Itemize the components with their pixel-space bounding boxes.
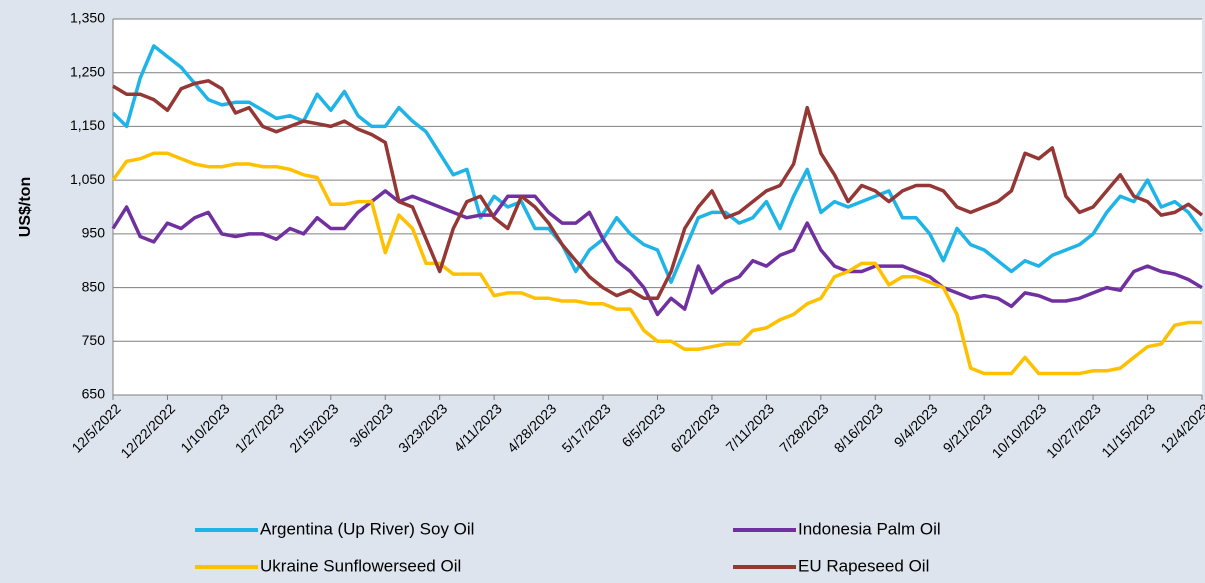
y-tick-label: 950 xyxy=(82,225,106,241)
legend-text: EU Rapeseed Oil xyxy=(798,556,929,575)
series-line xyxy=(111,44,1204,284)
x-tick-label: 9/4/2023 xyxy=(891,400,941,450)
legend-text: Indonesia Palm Oil xyxy=(798,519,941,538)
x-tick-label: 6/5/2023 xyxy=(618,400,668,450)
x-tick-label: 7/28/2023 xyxy=(776,400,832,456)
y-tick-label: 1,350 xyxy=(70,10,105,26)
x-tick-label: 1/10/2023 xyxy=(177,400,233,456)
legend-text: Argentina (Up River) Soy Oil xyxy=(260,519,474,538)
plot-area xyxy=(113,19,1202,395)
y-tick-label: 750 xyxy=(82,332,106,348)
x-tick-label: 2/15/2023 xyxy=(286,400,342,456)
x-tick-label: 10/10/2023 xyxy=(989,400,1050,461)
x-tick-label: 5/17/2023 xyxy=(558,400,614,456)
series-line xyxy=(111,151,1202,376)
x-tick-label: 4/11/2023 xyxy=(450,400,505,455)
y-tick-label: 850 xyxy=(82,278,106,294)
y-tick-label: 1,050 xyxy=(70,171,105,187)
x-tick-label: 9/21/2023 xyxy=(940,400,996,456)
x-tick-label: 7/11/2023 xyxy=(723,400,778,455)
series-line xyxy=(111,189,1203,317)
x-tick-label: 6/22/2023 xyxy=(667,400,723,456)
x-tick-label: 4/28/2023 xyxy=(504,400,560,456)
x-tick-label: 12/5/2022 xyxy=(68,400,124,456)
y-tick-label: 1,150 xyxy=(70,117,105,133)
x-tick-label: 11/15/2023 xyxy=(1098,400,1158,460)
legend-text: Ukraine Sunflowerseed Oil xyxy=(260,556,461,575)
x-tick-label: 3/6/2023 xyxy=(346,400,396,450)
x-tick-label: 8/16/2023 xyxy=(831,400,887,456)
x-tick-label: 10/27/2023 xyxy=(1043,400,1104,461)
y-tick-label: 650 xyxy=(82,386,106,402)
x-tick-label: 12/4/2023 xyxy=(1157,400,1205,456)
series-line xyxy=(112,79,1204,301)
y-tick-label: 1,250 xyxy=(70,63,105,79)
x-tick-label: 12/22/2022 xyxy=(117,400,178,461)
x-tick-label: 1/27/2023 xyxy=(232,400,288,456)
x-tick-label: 3/23/2023 xyxy=(395,400,451,456)
y-axis-label: US$/ton xyxy=(17,177,34,237)
